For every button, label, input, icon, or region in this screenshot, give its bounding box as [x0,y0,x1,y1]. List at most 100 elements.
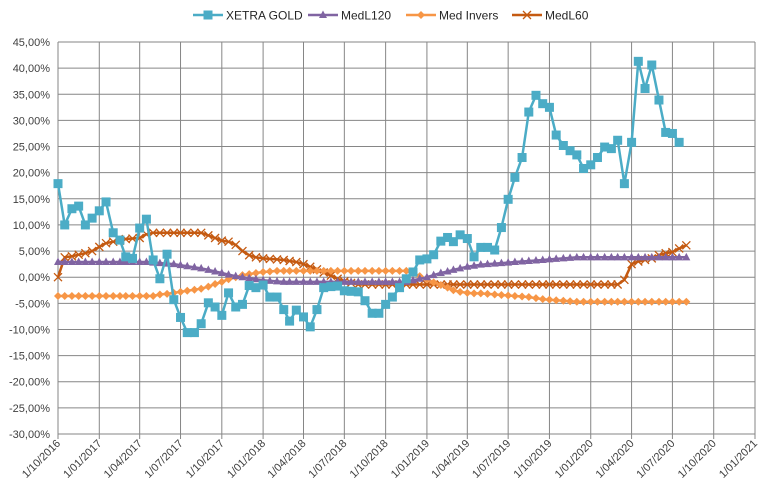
data-point [109,292,118,301]
data-point [607,297,616,306]
data-point [572,297,581,306]
data-point [182,228,192,238]
data-point [600,142,610,152]
y-tick-label: -5,00% [15,298,50,310]
data-point [347,266,356,275]
legend-item: MedL60 [512,9,589,23]
data-point [319,10,327,18]
data-point [586,297,595,306]
data-point [469,280,479,289]
data-point [74,292,83,301]
data-point [148,228,158,238]
data-point [668,252,677,261]
data-point [374,308,384,318]
legend-label: MedL120 [341,9,391,23]
data-point [291,305,301,315]
data-point [128,253,138,263]
data-point [640,84,650,94]
data-point [538,295,547,304]
data-point [620,252,629,261]
data-point [558,140,568,150]
data-point [115,292,124,301]
data-point [613,280,623,289]
gridlines [57,41,756,439]
data-point [661,297,670,306]
y-tick-label: -20,00% [9,377,50,389]
data-point [381,299,391,309]
data-point [67,292,76,301]
data-point [572,252,581,261]
data-point [80,220,90,230]
data-point [217,277,226,286]
data-point [339,286,349,296]
data-point [586,252,595,261]
data-point [54,292,62,301]
x-tick-label: 1/01/2019 [389,438,432,481]
data-point [354,277,363,285]
data-point [592,153,602,163]
data-point [319,266,328,275]
data-point [415,280,425,289]
data-point [518,292,527,301]
data-point [415,255,425,265]
data-point [448,237,458,247]
data-point [231,271,240,280]
data-point [504,258,513,266]
data-point [285,316,295,326]
data-point [87,246,97,256]
data-point [559,253,568,262]
data-point [566,297,575,306]
data-point [613,135,623,145]
data-point [668,297,677,306]
y-tick-label: -15,00% [9,351,50,363]
data-point [189,228,199,238]
data-point [559,296,568,305]
data-point [81,257,90,266]
data-point [176,260,185,269]
data-point [368,266,377,275]
data-point [224,288,234,298]
data-point [244,281,254,291]
data-point [211,266,220,275]
data-point [524,256,533,264]
data-point [667,247,677,257]
data-point [60,252,70,262]
data-point [67,257,76,266]
x-tick-label: 1/04/2019 [429,438,472,481]
data-point [395,266,404,275]
data-point [197,284,206,293]
y-tick-label: 45,00% [13,37,51,49]
data-point [306,266,315,275]
data-point [627,259,637,269]
data-point [627,297,636,306]
data-point [95,257,104,266]
y-tick-label: 35,00% [13,89,51,101]
data-point [510,172,520,182]
data-point [531,280,541,289]
data-point [647,297,656,306]
data-point [285,266,294,275]
data-point [496,280,506,289]
data-point [436,281,445,290]
data-point [326,282,336,292]
data-point [661,252,670,261]
x-tick-label: 1/01/2017 [61,438,104,481]
data-point [613,297,622,306]
data-point [606,144,616,154]
data-point [54,257,62,266]
data-point [422,254,432,264]
data-point [654,95,664,105]
data-point [510,257,519,266]
series-med-invers [54,266,691,306]
data-point [462,280,472,289]
data-point [312,266,321,275]
data-point [101,197,111,207]
data-point [524,293,533,302]
data-point [503,280,513,289]
data-point [422,272,431,281]
data-point [455,230,465,240]
data-point [503,194,513,204]
data-point [196,319,206,329]
y-tick-label: 40,00% [13,63,51,75]
